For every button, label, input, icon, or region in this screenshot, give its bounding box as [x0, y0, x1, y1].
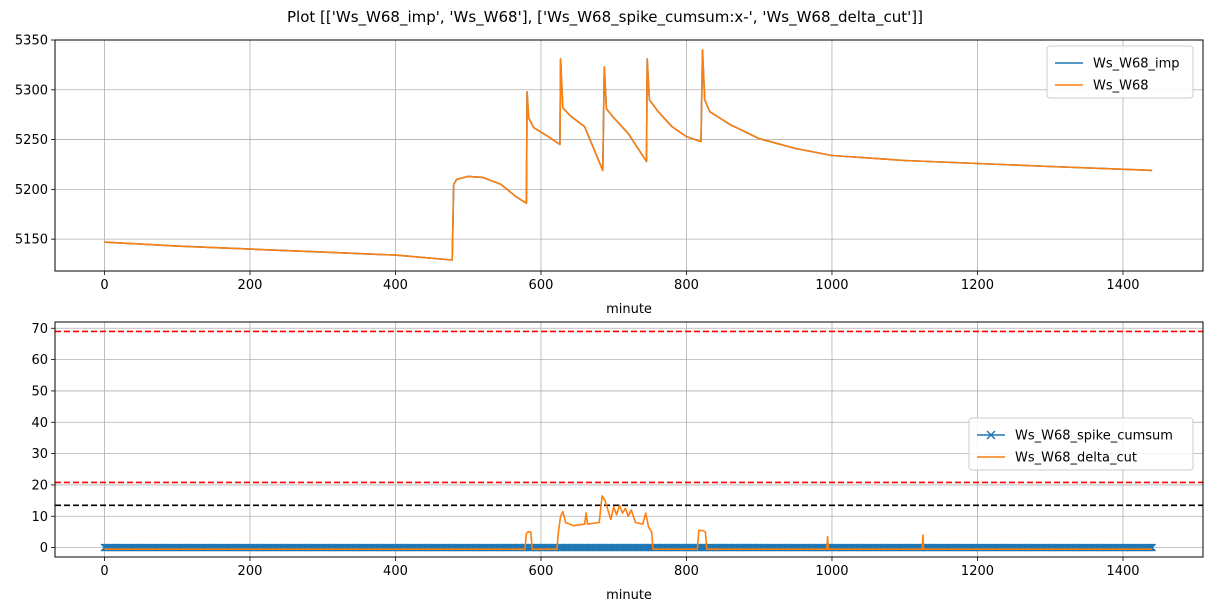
- bottom-threshold-lines: [55, 330, 1203, 507]
- y-tick-label: 5350: [15, 34, 48, 49]
- x-tick-label: 0: [100, 278, 108, 293]
- y-tick-label: 10: [31, 510, 48, 525]
- bottom-series: [100, 495, 1157, 552]
- x-tick-label: 600: [529, 564, 554, 579]
- legend-label: Ws_W68: [1093, 79, 1149, 94]
- x-tick-label: 0: [100, 564, 108, 579]
- y-tick-label: 20: [31, 478, 48, 493]
- top-series: [104, 49, 1153, 261]
- top-ticks: 0 200 400 600 800 1000 1200 1400 5150 5200 5250 530…: [15, 34, 1140, 294]
- bottom-x-axis-label: minute: [606, 588, 652, 603]
- x-tick-label: 800: [674, 564, 699, 579]
- y-tick-label: 60: [31, 353, 48, 368]
- legend-label: Ws_W68_delta_cut: [1015, 451, 1137, 466]
- top-legend: Ws_W68_imp Ws_W68: [1046, 45, 1194, 99]
- x-tick-label: 200: [238, 278, 263, 293]
- series-markers-ws-w68-spike-cumsum: [100, 543, 1157, 552]
- top-x-axis-label: minute: [606, 302, 652, 317]
- legend-box: [968, 417, 1194, 471]
- y-tick-label: 5300: [15, 83, 48, 98]
- x-tick-label: 200: [238, 564, 263, 579]
- y-tick-label: 40: [31, 416, 48, 431]
- y-tick-label: 5150: [15, 233, 48, 248]
- x-tick-label: 800: [674, 278, 699, 293]
- figure-title: Plot [['Ws_W68_imp', 'Ws_W68'], ['Ws_W68…: [287, 8, 923, 27]
- legend-label: Ws_W68_spike_cumsum: [1015, 429, 1173, 444]
- top-axes: 0 200 400 600 800 1000 1200 1400 5150 5200 5250 530…: [15, 34, 1204, 317]
- x-tick-label: 400: [383, 564, 408, 579]
- y-tick-label: 5250: [15, 133, 48, 148]
- series-line-ws-w68-delta-cut: [104, 495, 1153, 550]
- series-line-ws-w68-imp: [104, 49, 1153, 261]
- top-axes-frame: [54, 39, 1204, 272]
- top-grid: [55, 39, 1203, 271]
- series-line-ws-w68: [104, 49, 1153, 261]
- legend-label: Ws_W68_imp: [1093, 57, 1180, 72]
- x-tick-label: 1200: [961, 564, 994, 579]
- bottom-ticks: 0 200 400 600 800 1000 1200 1400 0 10 20 30 40 50 60 70: [31, 322, 1139, 579]
- x-tick-label: 1000: [815, 278, 848, 293]
- x-tick-label: 600: [529, 278, 554, 293]
- x-tick-label: 400: [383, 278, 408, 293]
- bottom-axes-frame: [54, 321, 1204, 558]
- legend-box: [1046, 45, 1194, 99]
- y-tick-label: 0: [40, 541, 48, 556]
- y-tick-label: 50: [31, 384, 48, 399]
- x-tick-label: 1400: [1106, 564, 1139, 579]
- y-tick-label: 30: [31, 447, 48, 462]
- y-tick-label: 70: [31, 322, 48, 337]
- bottom-axes: 0 200 400 600 800 1000 1200 1400 0 10 20 30 40 50 60 70…: [31, 321, 1204, 603]
- y-tick-label: 5200: [15, 183, 48, 198]
- legend-marker: [986, 430, 996, 440]
- x-markers: [100, 543, 1157, 552]
- x-tick-label: 1000: [815, 564, 848, 579]
- bottom-legend: Ws_W68_spike_cumsum Ws_W68_delta_cut: [968, 417, 1194, 471]
- x-tick-label: 1400: [1106, 278, 1139, 293]
- x-tick-label: 1200: [961, 278, 994, 293]
